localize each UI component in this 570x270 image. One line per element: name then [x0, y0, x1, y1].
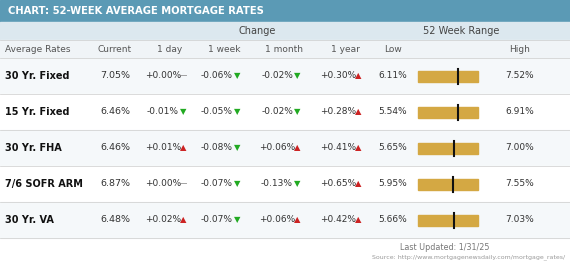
Text: -0.02%: -0.02%: [261, 107, 293, 116]
Text: -0.13%: -0.13%: [261, 180, 293, 188]
Text: ▼: ▼: [234, 143, 240, 153]
Text: 5.65%: 5.65%: [378, 143, 408, 153]
Bar: [418, 106, 478, 117]
Text: 52 Week Range: 52 Week Range: [424, 26, 500, 36]
Text: +0.42%: +0.42%: [320, 215, 356, 224]
Text: ▲: ▲: [180, 215, 186, 224]
Text: 1 month: 1 month: [265, 45, 303, 53]
Text: Change: Change: [239, 26, 276, 36]
Text: -0.07%: -0.07%: [201, 180, 233, 188]
Text: +0.41%: +0.41%: [320, 143, 356, 153]
Bar: [0, 0, 570, 22]
Bar: [0, 94, 570, 130]
Text: ▲: ▲: [180, 143, 186, 153]
Text: +0.02%: +0.02%: [145, 215, 181, 224]
Text: Average Rates: Average Rates: [5, 45, 71, 53]
Text: 6.46%: 6.46%: [100, 107, 130, 116]
Text: +0.01%: +0.01%: [145, 143, 181, 153]
Bar: [0, 22, 570, 40]
Text: +0.28%: +0.28%: [320, 107, 356, 116]
Text: 30 Yr. FHA: 30 Yr. FHA: [5, 143, 62, 153]
Text: ▲: ▲: [294, 215, 300, 224]
Text: Low: Low: [384, 45, 402, 53]
Text: 7.55%: 7.55%: [506, 180, 535, 188]
Text: ▼: ▼: [294, 72, 300, 80]
Text: 7.52%: 7.52%: [506, 72, 534, 80]
Text: 30 Yr. VA: 30 Yr. VA: [5, 215, 54, 225]
Text: Last Updated: 1/31/25: Last Updated: 1/31/25: [401, 243, 490, 252]
Text: 7.03%: 7.03%: [506, 215, 535, 224]
Text: -0.06%: -0.06%: [201, 72, 233, 80]
Text: +0.30%: +0.30%: [320, 72, 356, 80]
Text: ▲: ▲: [355, 143, 361, 153]
Bar: [0, 130, 570, 166]
Bar: [0, 202, 570, 238]
Text: —: —: [179, 72, 187, 80]
Text: +0.06%: +0.06%: [259, 215, 295, 224]
Text: 7/6 SOFR ARM: 7/6 SOFR ARM: [5, 179, 83, 189]
Text: Current: Current: [98, 45, 132, 53]
Text: —: —: [179, 180, 187, 188]
Text: 15 Yr. Fixed: 15 Yr. Fixed: [5, 107, 70, 117]
Text: ▼: ▼: [234, 215, 240, 224]
Bar: [418, 214, 478, 225]
Text: 30 Yr. Fixed: 30 Yr. Fixed: [5, 71, 70, 81]
Text: ▼: ▼: [234, 180, 240, 188]
Text: 6.48%: 6.48%: [100, 215, 130, 224]
Text: ▼: ▼: [294, 180, 300, 188]
Text: ▲: ▲: [355, 180, 361, 188]
Text: -0.02%: -0.02%: [261, 72, 293, 80]
Bar: [418, 178, 478, 190]
Text: ▼: ▼: [234, 107, 240, 116]
Text: 6.46%: 6.46%: [100, 143, 130, 153]
Text: +0.00%: +0.00%: [145, 180, 181, 188]
Text: 5.66%: 5.66%: [378, 215, 408, 224]
Text: -0.08%: -0.08%: [201, 143, 233, 153]
Text: 6.11%: 6.11%: [378, 72, 408, 80]
Bar: [418, 143, 478, 154]
Text: High: High: [510, 45, 531, 53]
Text: 1 year: 1 year: [331, 45, 360, 53]
Text: 5.54%: 5.54%: [378, 107, 408, 116]
Text: -0.05%: -0.05%: [201, 107, 233, 116]
Text: 6.91%: 6.91%: [506, 107, 535, 116]
Text: +0.00%: +0.00%: [145, 72, 181, 80]
Text: Source: http://www.mortgagenewsdaily.com/mortgage_rates/: Source: http://www.mortgagenewsdaily.com…: [372, 254, 565, 260]
Text: ▼: ▼: [180, 107, 186, 116]
Text: ▲: ▲: [355, 215, 361, 224]
Text: +0.65%: +0.65%: [320, 180, 356, 188]
Text: -0.07%: -0.07%: [201, 215, 233, 224]
Text: ▲: ▲: [294, 143, 300, 153]
Text: 6.87%: 6.87%: [100, 180, 130, 188]
Text: 1 week: 1 week: [207, 45, 240, 53]
Text: 1 day: 1 day: [157, 45, 182, 53]
Text: ▲: ▲: [355, 107, 361, 116]
Text: +0.06%: +0.06%: [259, 143, 295, 153]
Bar: [0, 166, 570, 202]
Text: -0.01%: -0.01%: [147, 107, 179, 116]
Text: 7.00%: 7.00%: [506, 143, 535, 153]
Text: 5.95%: 5.95%: [378, 180, 408, 188]
Bar: [418, 70, 478, 82]
Text: 7.05%: 7.05%: [100, 72, 130, 80]
Text: ▼: ▼: [294, 107, 300, 116]
Bar: [0, 40, 570, 58]
Bar: [0, 58, 570, 94]
Text: CHART: 52-WEEK AVERAGE MORTGAGE RATES: CHART: 52-WEEK AVERAGE MORTGAGE RATES: [8, 6, 264, 16]
Text: ▲: ▲: [355, 72, 361, 80]
Text: ▼: ▼: [234, 72, 240, 80]
